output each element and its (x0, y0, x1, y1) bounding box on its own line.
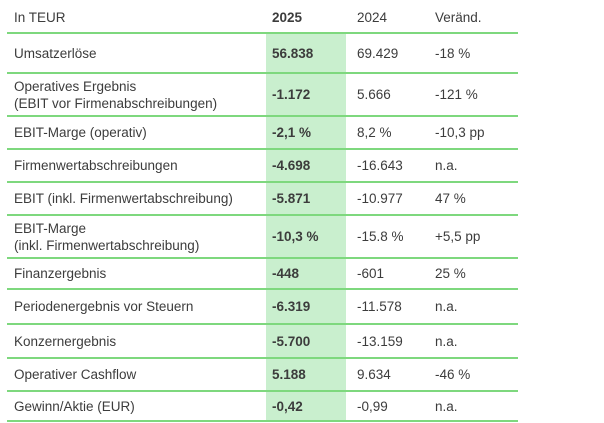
change-cell: 25 % (435, 266, 466, 281)
value-2024-cell: -601 (357, 266, 385, 281)
row-label-cell: Konzernergebnis (14, 333, 117, 349)
column-header-2025: 2025 (272, 9, 303, 25)
change-cell: -18 % (435, 45, 471, 61)
value-2024-cell: -15.8 % (357, 229, 404, 244)
value-2025-cell: -0,42 (266, 391, 346, 421)
row-label-cell: Operativer Cashflow (14, 367, 137, 382)
value-2024-cell: 5.666 (357, 87, 391, 102)
value-2025-cell: 56.838 (266, 33, 346, 73)
row-label-cell: Finanzergebnis (14, 266, 107, 281)
change-cell: n.a. (435, 398, 458, 414)
value-2025-cell: -2,1 % (266, 116, 346, 149)
table-row: EBIT (inkl. Firmenwertabschreibung) -5.8… (7, 182, 518, 215)
row-label-cell: EBIT-Marge (operativ) (14, 125, 147, 140)
value-2024-cell: 69.429 (357, 45, 399, 61)
row-label-cell: Umsatzerlöse (14, 45, 97, 61)
row-label-cell: EBIT (inkl. Firmenwertabschreibung) (14, 191, 233, 206)
table-row: Operativer Cashflow 5.188 9.634 -46 % (7, 358, 518, 391)
value-2025-cell: -5.700 (266, 324, 346, 358)
column-header-in-teur: In TEUR (14, 9, 66, 25)
table-row: EBIT-Marge (inkl. Firmenwertabschreibung… (7, 215, 518, 258)
results-table: In TEUR 2025 2024 Veränd. Umsatzerlöse 5… (7, 2, 518, 422)
value-2024-cell: -11.578 (357, 299, 402, 314)
table-row: EBIT-Marge (operativ) -2,1 % 8,2 % -10,3… (7, 116, 518, 149)
column-header-veraend: Veränd. (435, 9, 482, 25)
table-header: In TEUR 2025 2024 Veränd. (7, 2, 518, 33)
column-header-2024: 2024 (357, 9, 388, 25)
table-row: Finanzergebnis -448 -601 25 % (7, 258, 518, 289)
row-label-cell: Periodenergebnis vor Steuern (14, 299, 194, 314)
value-2025-cell: -10,3 % (266, 215, 346, 258)
row-label-cell: Firmenwertabschreibungen (14, 158, 178, 173)
header-row: In TEUR 2025 2024 Veränd. (7, 2, 518, 33)
row-label-cell: Gewinn/Aktie (EUR) (14, 398, 135, 414)
change-cell: -121 % (435, 87, 478, 102)
value-2024-cell: -16.643 (357, 158, 403, 173)
value-2024-cell: -10.977 (357, 191, 403, 206)
value-2025-cell: -6.319 (266, 289, 346, 324)
value-2024-cell: 9.634 (357, 367, 391, 382)
change-cell: +5,5 pp (435, 229, 481, 244)
table-row: Periodenergebnis vor Steuern -6.319 -11.… (7, 289, 518, 324)
row-label-cell: Operatives Ergebnis (EBIT vor Firmenabsc… (14, 78, 218, 111)
table-row: Umsatzerlöse 56.838 69.429 -18 % (7, 33, 518, 73)
table-row: Operatives Ergebnis (EBIT vor Firmenabsc… (7, 73, 518, 116)
value-2025-cell: -1.172 (266, 73, 346, 116)
value-2025-cell: -448 (266, 258, 346, 289)
value-2024-cell: 8,2 % (357, 125, 392, 140)
value-2025-cell: -4.698 (266, 149, 346, 182)
row-label-cell: EBIT-Marge (inkl. Firmenwertabschreibung… (14, 220, 200, 253)
table-row: Konzernergebnis -5.700 -13.159 n.a. (7, 324, 518, 358)
table-row: Firmenwertabschreibungen -4.698 -16.643 … (7, 149, 518, 182)
change-cell: n.a. (435, 299, 458, 314)
value-2025-cell: -5.871 (266, 182, 346, 215)
change-cell: n.a. (435, 158, 458, 173)
value-2024-cell: -13.159 (357, 333, 403, 349)
table-row: Gewinn/Aktie (EUR) -0,42 -0,99 n.a. (7, 391, 518, 421)
change-cell: -46 % (435, 367, 471, 382)
value-2025-cell: 5.188 (266, 358, 346, 391)
change-cell: n.a. (435, 333, 458, 349)
value-2024-cell: -0,99 (357, 398, 388, 414)
table-body: Umsatzerlöse 56.838 69.429 -18 % Operati… (7, 33, 518, 421)
change-cell: -10,3 pp (435, 125, 485, 140)
change-cell: 47 % (435, 191, 466, 206)
